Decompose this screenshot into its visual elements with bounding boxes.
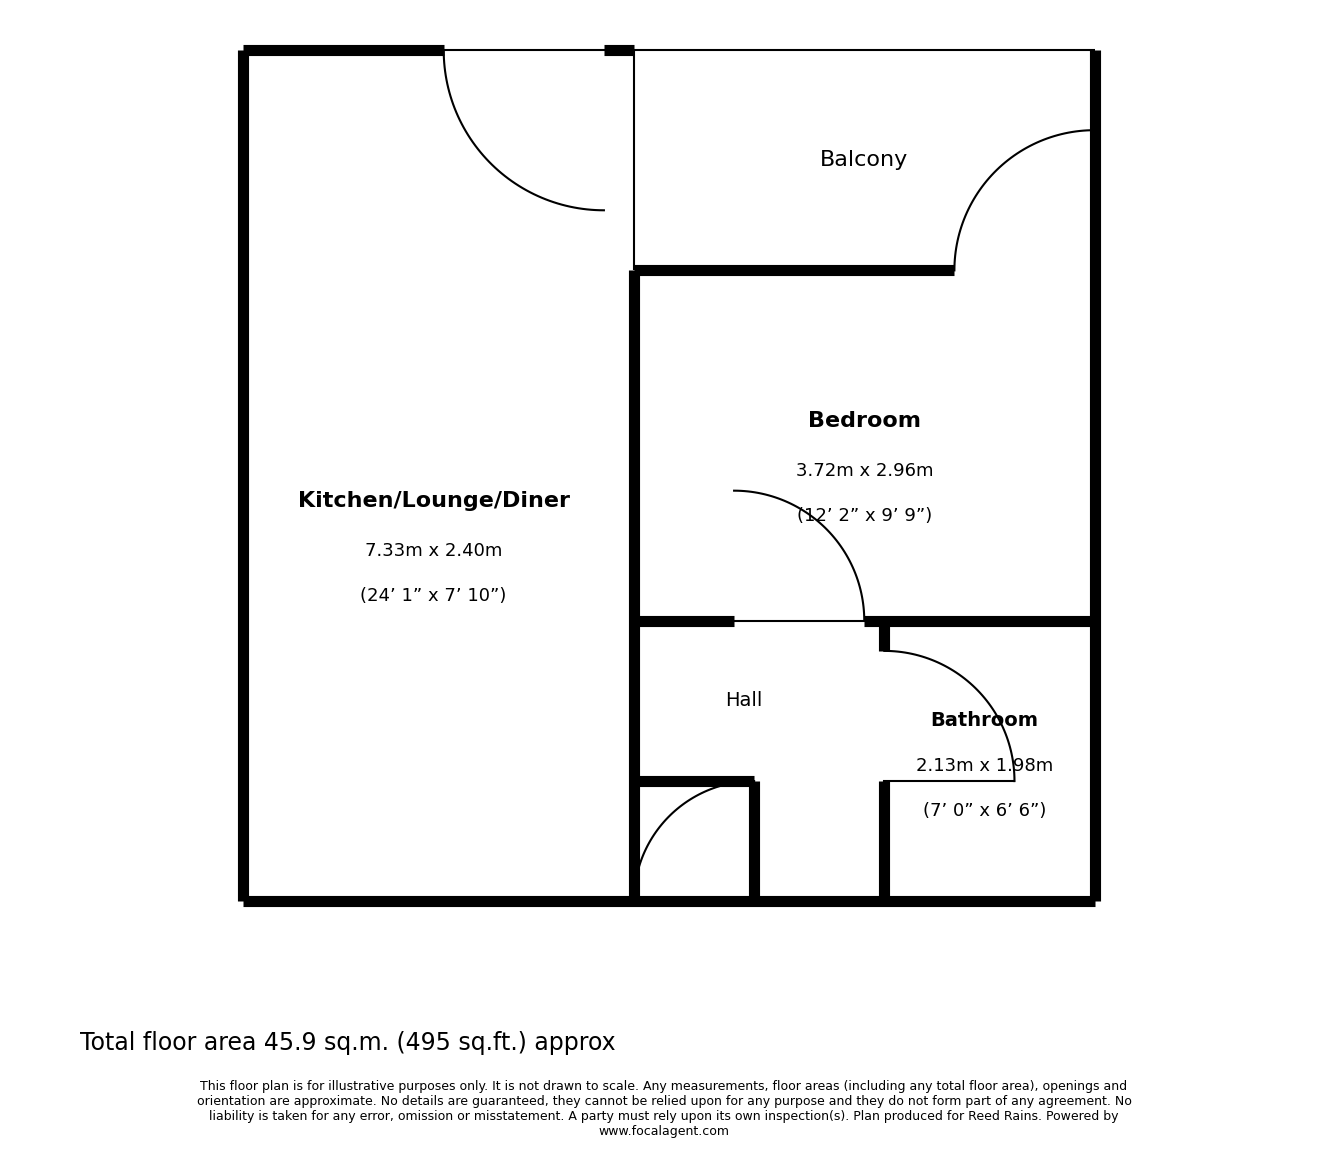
Text: Kitchen/Lounge/Diner: Kitchen/Lounge/Diner bbox=[297, 490, 570, 511]
Text: (24’ 1” x 7’ 10”): (24’ 1” x 7’ 10”) bbox=[360, 587, 507, 604]
Text: Bedroom: Bedroom bbox=[807, 411, 920, 430]
Text: Balcony: Balcony bbox=[821, 151, 908, 170]
Text: 3.72m x 2.96m: 3.72m x 2.96m bbox=[795, 462, 934, 480]
Text: 7.33m x 2.40m: 7.33m x 2.40m bbox=[365, 542, 502, 559]
Text: 2.13m x 1.98m: 2.13m x 1.98m bbox=[916, 757, 1053, 775]
Text: (7’ 0” x 6’ 6”): (7’ 0” x 6’ 6”) bbox=[923, 802, 1046, 821]
Text: Total floor area 45.9 sq.m. (495 sq.ft.) approx: Total floor area 45.9 sq.m. (495 sq.ft.)… bbox=[80, 1031, 615, 1055]
Text: (12’ 2” x 9’ 9”): (12’ 2” x 9’ 9”) bbox=[797, 506, 932, 525]
Text: Bathroom: Bathroom bbox=[931, 711, 1038, 731]
Text: Hall: Hall bbox=[725, 692, 762, 710]
Text: This floor plan is for illustrative purposes only. It is not drawn to scale. Any: This floor plan is for illustrative purp… bbox=[197, 1080, 1131, 1138]
